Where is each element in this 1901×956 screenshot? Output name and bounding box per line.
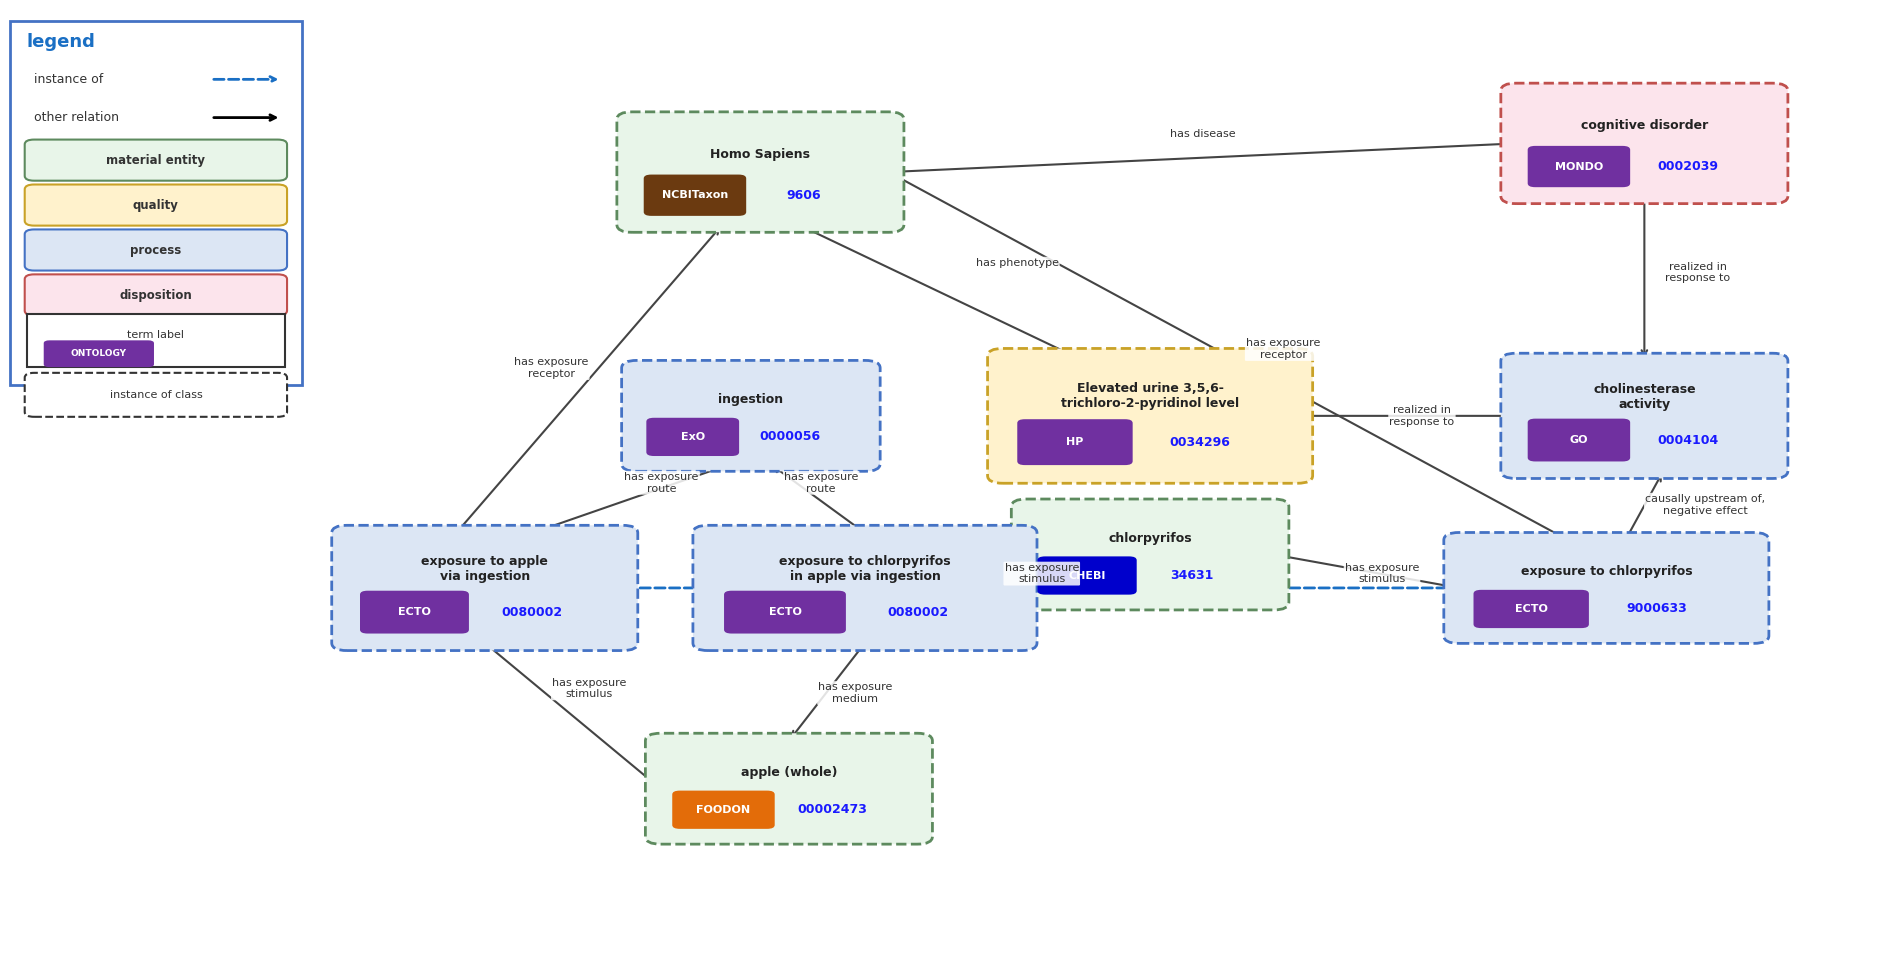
Text: ECTO: ECTO <box>397 607 432 618</box>
Text: 0000056: 0000056 <box>758 430 819 444</box>
Text: has exposure
route: has exposure route <box>783 472 859 493</box>
FancyBboxPatch shape <box>692 526 1038 650</box>
Text: MONDO: MONDO <box>1555 162 1603 171</box>
FancyBboxPatch shape <box>673 791 776 829</box>
Text: FOODON: FOODON <box>696 805 751 815</box>
FancyBboxPatch shape <box>1528 419 1631 462</box>
FancyBboxPatch shape <box>25 229 287 271</box>
Text: process: process <box>131 244 181 257</box>
FancyBboxPatch shape <box>25 185 287 226</box>
FancyBboxPatch shape <box>1017 420 1133 466</box>
Text: material entity: material entity <box>106 154 205 167</box>
Text: has exposure
receptor: has exposure receptor <box>1245 338 1321 359</box>
Text: legend: legend <box>27 33 95 52</box>
Text: has disease: has disease <box>1169 129 1236 139</box>
FancyBboxPatch shape <box>25 140 287 181</box>
Text: has phenotype: has phenotype <box>975 258 1059 268</box>
Text: has exposure
stimulus: has exposure stimulus <box>1344 563 1420 584</box>
Text: ECTO: ECTO <box>768 607 802 618</box>
Text: has exposure
route: has exposure route <box>624 472 700 493</box>
FancyBboxPatch shape <box>1443 532 1768 643</box>
FancyBboxPatch shape <box>724 591 846 634</box>
Text: exposure to chlorpyrifos: exposure to chlorpyrifos <box>1521 565 1692 578</box>
Text: 34631: 34631 <box>1171 569 1215 582</box>
Text: 0080002: 0080002 <box>888 606 949 619</box>
FancyBboxPatch shape <box>331 526 637 650</box>
FancyBboxPatch shape <box>989 349 1312 484</box>
FancyBboxPatch shape <box>44 340 154 367</box>
FancyBboxPatch shape <box>644 733 931 844</box>
Text: 0034296: 0034296 <box>1169 436 1230 448</box>
FancyBboxPatch shape <box>1038 556 1137 595</box>
FancyBboxPatch shape <box>1473 590 1589 628</box>
Text: quality: quality <box>133 199 179 212</box>
Text: 0002039: 0002039 <box>1658 160 1719 173</box>
Text: 0080002: 0080002 <box>502 606 563 619</box>
Text: NCBITaxon: NCBITaxon <box>662 190 728 200</box>
Text: Elevated urine 3,5,6-
trichloro-2-pyridinol level: Elevated urine 3,5,6- trichloro-2-pyridi… <box>1061 381 1239 409</box>
FancyBboxPatch shape <box>25 274 287 315</box>
FancyBboxPatch shape <box>359 591 470 634</box>
Text: ONTOLOGY: ONTOLOGY <box>70 349 127 358</box>
Text: instance of: instance of <box>34 73 103 86</box>
FancyBboxPatch shape <box>616 112 905 232</box>
Text: has exposure
stimulus: has exposure stimulus <box>1004 563 1080 584</box>
Text: GO: GO <box>1570 435 1587 445</box>
Text: HP: HP <box>1066 437 1084 447</box>
Text: cognitive disorder: cognitive disorder <box>1582 120 1707 132</box>
Text: ExO: ExO <box>681 432 705 442</box>
FancyBboxPatch shape <box>1011 499 1289 610</box>
Text: cholinesterase
activity: cholinesterase activity <box>1593 383 1696 411</box>
Text: other relation: other relation <box>34 111 120 124</box>
Text: has exposure
medium: has exposure medium <box>817 683 893 704</box>
Text: instance of class: instance of class <box>110 390 202 400</box>
FancyBboxPatch shape <box>1528 146 1631 187</box>
Text: realized in
response to: realized in response to <box>1665 262 1730 283</box>
Text: 9000633: 9000633 <box>1625 602 1686 616</box>
Text: exposure to chlorpyrifos
in apple via ingestion: exposure to chlorpyrifos in apple via in… <box>779 555 950 583</box>
Text: 9606: 9606 <box>787 188 821 202</box>
Text: disposition: disposition <box>120 289 192 302</box>
FancyBboxPatch shape <box>1502 83 1787 204</box>
Text: 00002473: 00002473 <box>798 803 867 816</box>
FancyBboxPatch shape <box>10 21 302 385</box>
Text: Homo Sapiens: Homo Sapiens <box>711 148 810 161</box>
Text: apple (whole): apple (whole) <box>741 766 836 779</box>
Text: causally upstream of,
negative effect: causally upstream of, negative effect <box>1644 494 1766 515</box>
FancyBboxPatch shape <box>622 360 880 471</box>
Text: exposure to apple
via ingestion: exposure to apple via ingestion <box>422 555 547 583</box>
Text: term label: term label <box>127 330 184 339</box>
Text: 0004104: 0004104 <box>1658 434 1719 446</box>
Text: ECTO: ECTO <box>1515 604 1547 614</box>
Text: CHEBI: CHEBI <box>1068 571 1106 580</box>
Text: realized in
response to: realized in response to <box>1390 405 1454 426</box>
FancyBboxPatch shape <box>646 418 739 456</box>
Text: has exposure
stimulus: has exposure stimulus <box>551 678 627 699</box>
FancyBboxPatch shape <box>1502 354 1787 479</box>
Text: has exposure
receptor: has exposure receptor <box>513 358 589 379</box>
FancyBboxPatch shape <box>27 314 285 367</box>
Text: chlorpyrifos: chlorpyrifos <box>1108 532 1192 545</box>
FancyBboxPatch shape <box>25 373 287 417</box>
Text: ingestion: ingestion <box>719 393 783 406</box>
FancyBboxPatch shape <box>644 175 747 216</box>
